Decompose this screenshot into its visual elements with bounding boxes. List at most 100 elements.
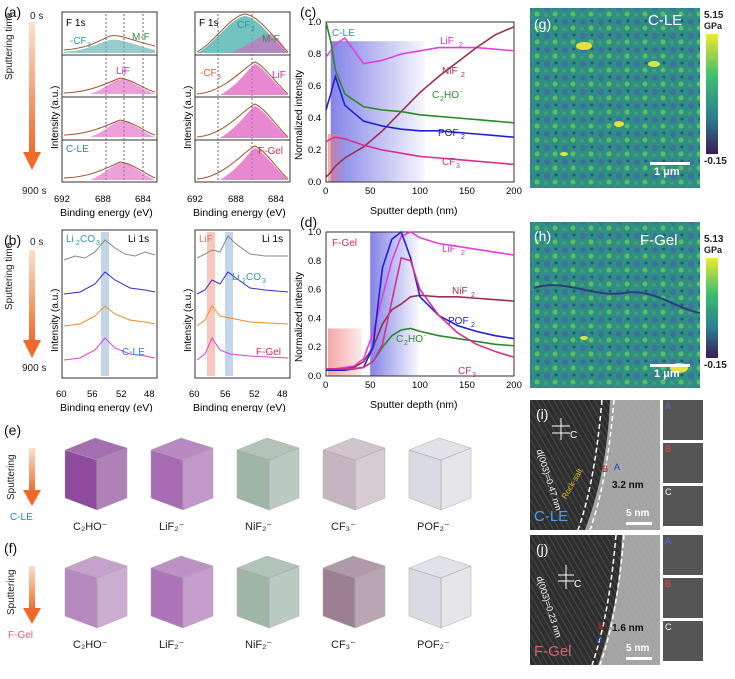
tick: 48 [144,389,155,400]
cube-face [322,567,356,629]
series-label: LiF [442,244,456,255]
fit-peak [90,79,155,94]
y-tick-label: 0.4 [308,113,321,124]
series-line-pof2 [325,73,515,138]
cube-4 [408,555,472,629]
cube-face [182,447,214,511]
fft-label: B [665,579,672,589]
cube-0 [64,555,128,629]
plot-area [325,21,515,183]
colorbar-min: -0.15 [704,360,727,371]
peak-label: CF [237,20,250,31]
cube-face [268,447,300,511]
spectrum [63,271,156,295]
peak-label-sub: 2 [251,26,255,33]
x-ticks: 0 50 100 150 200 [323,186,522,197]
sample-label: F-Gel [256,347,281,358]
scale-bar [626,657,652,660]
fft-column-j: A B C [663,535,703,661]
peak-label-sub: 3 [217,74,221,81]
region-label: A [596,635,603,645]
cube-face [440,565,472,629]
species-label: NiF₂⁻ [245,521,273,533]
series-label-sup: - [460,89,463,96]
sample-label: F-Gel [258,146,283,157]
sputter-title-b: Sputtering time [4,242,15,310]
species-label: LiF₂⁻ [159,639,185,651]
spectrum [63,305,156,327]
fit-peak [90,121,155,137]
tick: 688 [228,194,244,205]
peak-label: CO [246,272,261,283]
tem-image [530,400,660,530]
series-label-sub: 2 [459,42,463,49]
tof-sims-3d-f-gel: C₂HO⁻ LiF₂⁻ NiF₂⁻ CF₃⁻ POF₂⁻ [55,548,485,658]
y-tick-label: 0.8 [308,49,321,60]
fit-peak [230,34,288,53]
x-tick-label: 100 [412,380,428,391]
tem-f-gel: d(003)=0.23 nm C B A 1.6 nm F-Gel 5 nm (… [530,535,660,665]
panel-label-g: (g) [534,16,552,32]
species-label: POF₂⁻ [417,639,450,651]
scale-bar [626,522,652,525]
sample-label-f: F-Gel [8,630,33,641]
cube-face [268,565,300,629]
peak-label: LiF [272,70,286,81]
fft-label: C [665,622,672,632]
series-label: NiF [452,286,468,297]
peak-label: -CF [200,68,217,79]
sputter-end-a: 900 s [22,186,47,197]
series-label-sub: 2 [461,250,465,257]
cube-3 [322,555,386,629]
highlight-region [327,134,343,182]
afm-map [530,8,700,188]
series-line-cf3 [326,256,515,370]
cube-face [354,565,386,629]
chart-title: F-Gel [332,238,357,249]
panel-label-b: (b) [4,232,22,248]
panel-label-c: (c) [300,4,317,20]
afm-sample-label: C-LE [648,12,683,29]
cube-face [236,449,270,511]
cube-face [96,565,128,629]
spectrum [63,119,156,136]
y-tick-label: 0.2 [308,145,321,156]
cube-1 [150,555,214,629]
x-axis-title: Binding energy (eV) [193,402,286,412]
tick: 692 [187,194,203,205]
species-label: NiF₂⁻ [245,639,273,651]
sample-label-e: C-LE [10,512,33,523]
region-label: C [570,430,578,441]
tem-sample-label: C-LE [534,508,569,525]
region-label: C [574,579,582,590]
spectrum [196,145,289,180]
peak-label: LiF [199,234,213,245]
cube-face [96,447,128,511]
fft-b: B [663,443,703,483]
colorbar [706,34,718,154]
x-axis-title: Binding energy (eV) [60,402,153,412]
scale-label: 1 μm [654,368,680,380]
cube-2 [236,437,300,511]
scale-label: 5 nm [626,643,650,654]
fit-peak [90,163,155,180]
x-tick-label: 200 [506,186,522,197]
x-tick-label: 100 [412,186,428,197]
series-label: NiF [442,66,458,77]
cube-face [150,567,184,629]
y-tick-label: 1.0 [308,227,321,238]
x-tick-label: 50 [365,186,376,197]
sputter-start-b: 0 s [30,237,44,248]
series-label: C [432,90,439,101]
tof-sims-3d-c-le: C₂HO⁻ LiF₂⁻ NiF₂⁻ CF₃⁻ POF₂⁻ [55,430,485,540]
fft-c: C [663,486,703,526]
cube-0 [64,437,128,511]
scale-label: 5 nm [626,508,650,519]
xps-left-title: F 1s [66,18,85,29]
cube-face [354,447,386,511]
y-axis-title: Intensity (a.u.) [50,289,61,352]
highlight-band [225,232,233,376]
xps-left-title: Li 1s [128,234,149,245]
tem-c-le: d(003)=0.47 nm C B A Rock-salt 3.2 nm C-… [530,400,660,530]
peak-label-sub: 3 [96,240,100,247]
